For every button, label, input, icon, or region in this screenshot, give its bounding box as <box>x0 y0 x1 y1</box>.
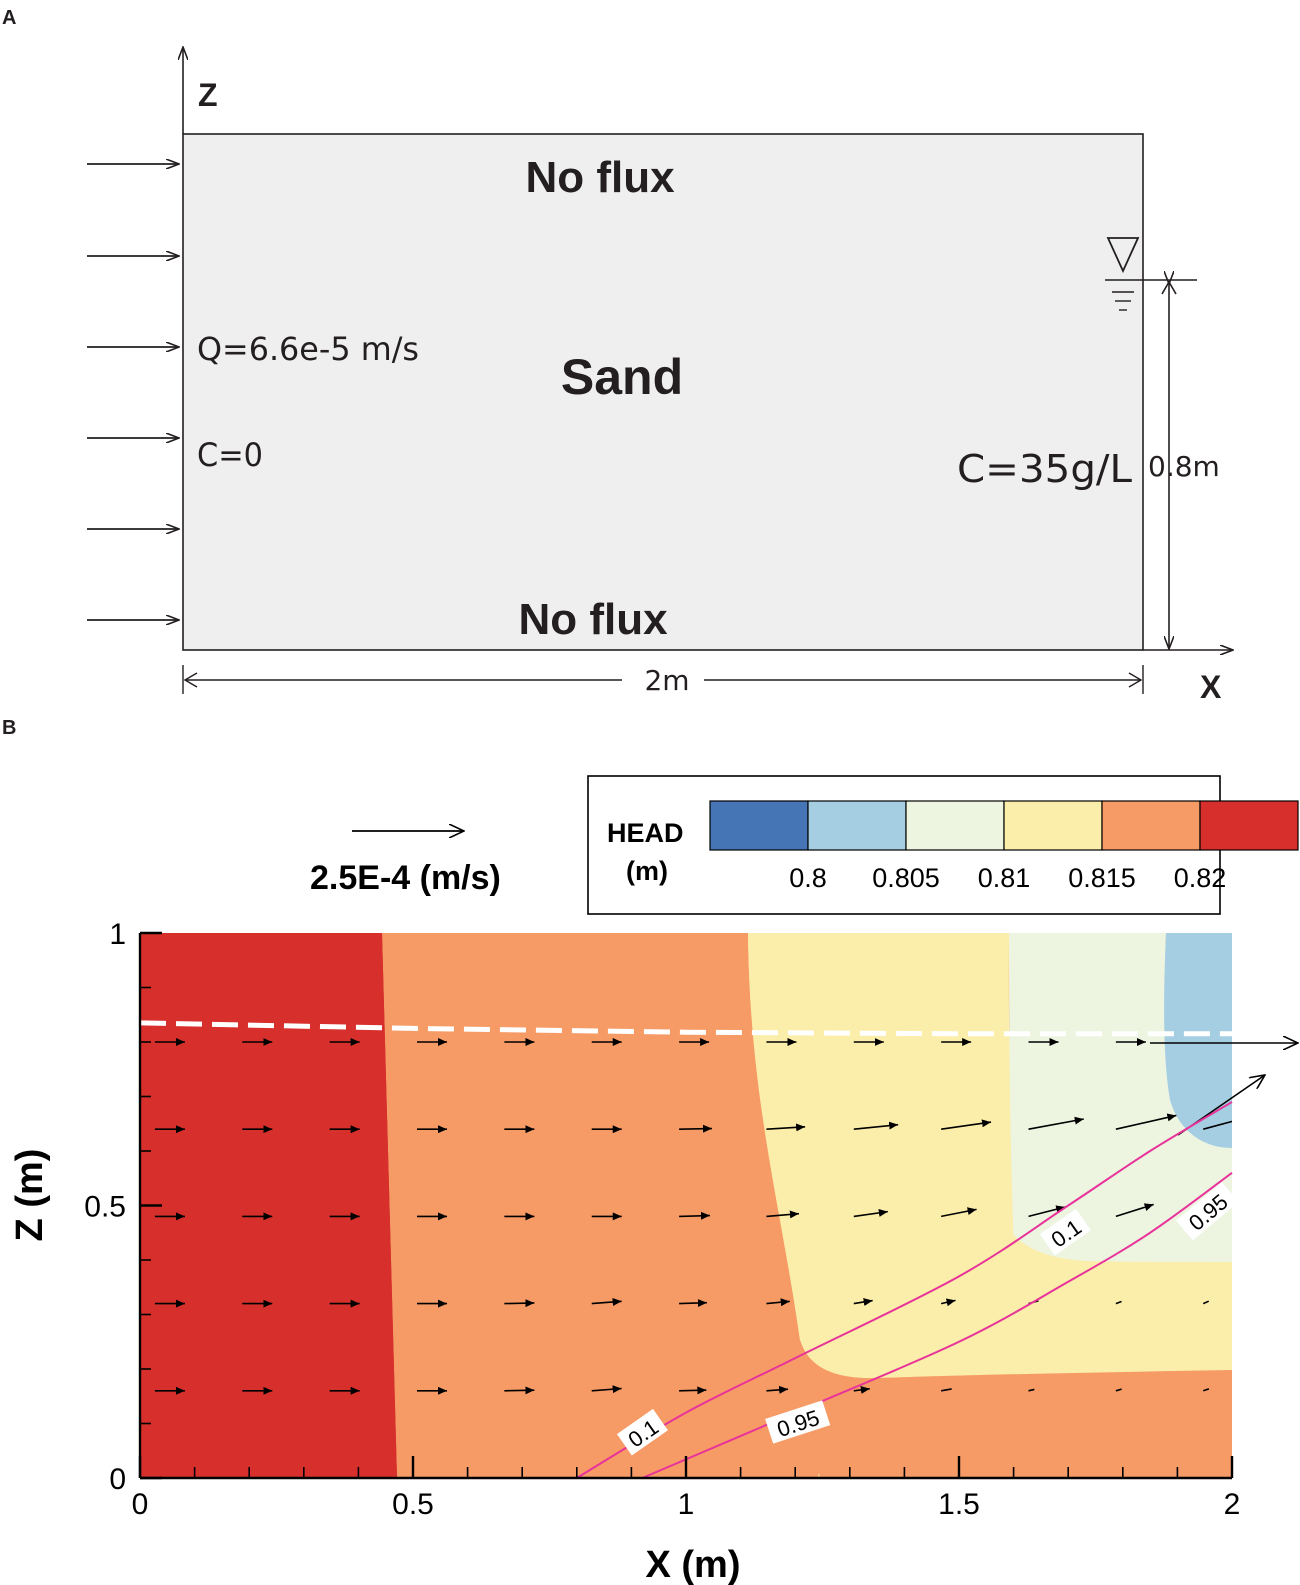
salinity-contour-0.95 <box>641 1171 1233 1479</box>
legend-swatch <box>905 800 1005 851</box>
salinity-contours <box>576 1101 1233 1479</box>
velocity-vector <box>591 1298 622 1306</box>
velocity-vector <box>766 1298 790 1307</box>
velocity-vector <box>1028 1388 1035 1392</box>
velocity-vector <box>941 1119 992 1130</box>
contour-label-box <box>765 1400 831 1444</box>
sand-domain <box>182 133 1144 651</box>
panel-b: B 2.5E-4 (m/s) HEAD (m) 0.8 0.805 0.81 0.81… <box>2 717 1298 1585</box>
width-dimension <box>182 665 1144 694</box>
legend-tick-label: 0.8 <box>789 863 827 893</box>
medium-label: Sand <box>561 349 683 405</box>
x-axis-label: X <box>1200 669 1222 705</box>
y-axis-title: Z (m) <box>9 1149 51 1242</box>
inflow-arrows <box>87 164 178 620</box>
salinity-contour-0.1 <box>576 1101 1233 1479</box>
y-axis-ticks: 00.51 <box>84 918 162 1496</box>
velocity-vector <box>1028 1116 1084 1130</box>
y-tick-label: 1 <box>109 918 126 951</box>
bottom-boundary-label: No flux <box>518 595 668 644</box>
contour-label-box <box>1176 1181 1239 1241</box>
velocity-vectors <box>154 1038 1232 1395</box>
legend-tick-label: 0.805 <box>872 863 940 893</box>
velocity-vector <box>853 1385 870 1394</box>
legend-colorbar <box>709 800 1299 851</box>
velocity-vector <box>1202 1388 1210 1392</box>
head-field-overlay <box>140 933 1232 1478</box>
velocity-vector <box>766 1385 789 1394</box>
velocity-vector <box>853 1208 888 1218</box>
water-level-icon <box>1105 237 1197 311</box>
velocity-vector <box>853 1121 899 1130</box>
height-dimension-label: 0.8m <box>1148 450 1220 483</box>
head-region-0.81 <box>990 1245 1232 1330</box>
z-axis-label: Z <box>198 77 218 113</box>
x-tick-label: 1 <box>678 1488 695 1521</box>
legend-swatch <box>1101 800 1201 851</box>
legend-tick-label: 0.815 <box>1068 863 1136 893</box>
panel-b-letter: B <box>2 717 16 739</box>
velocity-vector <box>941 1207 977 1218</box>
contour-label-box <box>616 1408 668 1456</box>
x-axis-title: X (m) <box>646 1544 741 1585</box>
legend-swatch <box>1003 800 1103 851</box>
vector-scale-label: 2.5E-4 (m/s) <box>310 859 501 897</box>
inflow-concentration-label: C=0 <box>197 436 263 474</box>
velocity-vector <box>941 1388 952 1392</box>
legend-title: HEAD <box>607 818 684 848</box>
velocity-vector <box>1115 1300 1122 1305</box>
water-table-line <box>139 1020 1232 1037</box>
legend-unit: (m) <box>626 856 668 886</box>
contour-label-box <box>1039 1208 1091 1256</box>
legend-tick-label: 0.81 <box>978 863 1031 893</box>
velocity-vector <box>504 1299 535 1308</box>
y-tick-label: 0.5 <box>84 1191 126 1224</box>
top-boundary-label: No flux <box>525 153 675 202</box>
width-dimension-label: 2m <box>644 664 689 697</box>
velocity-vector <box>679 1386 707 1395</box>
velocity-vector <box>679 1211 710 1220</box>
legend-swatch <box>807 800 907 851</box>
legend-tick-label: 0.82 <box>1174 863 1227 893</box>
velocity-vector <box>1115 1113 1177 1130</box>
velocity-vector <box>504 1386 535 1395</box>
velocity-vector <box>1115 1203 1154 1218</box>
inflow-rate-label: Q=6.6e-5 m/s <box>197 330 419 368</box>
velocity-vector <box>1028 1205 1066 1218</box>
velocity-vector <box>853 1298 873 1306</box>
head-region-0.815 <box>800 1340 1232 1478</box>
sea-concentration-label: C=35g/L <box>957 447 1132 491</box>
legend-swatch <box>1199 800 1299 851</box>
x-tick-label: 0.5 <box>392 1488 434 1521</box>
x-tick-label: 0 <box>132 1488 149 1521</box>
head-region-0.82 <box>140 933 397 1478</box>
y-tick-label: 0 <box>109 1463 126 1496</box>
height-dimension <box>1161 282 1177 648</box>
velocity-vector <box>679 1299 707 1308</box>
panel-a: A Z X No flux Sand No flux Q=6.6e-5 m/s … <box>2 7 1232 705</box>
velocity-vector <box>679 1124 712 1133</box>
head-legend: HEAD (m) 0.8 0.805 0.81 0.815 0.82 <box>587 775 1299 915</box>
velocity-vector <box>1115 1388 1122 1392</box>
panel-a-letter: A <box>2 7 16 29</box>
velocity-vector <box>766 1123 806 1132</box>
legend-tick-labels: 0.8 0.805 0.81 0.815 0.82 <box>789 863 1226 893</box>
velocity-vector <box>940 1298 956 1307</box>
head-region-0.81 <box>748 933 1232 1379</box>
x-axis-ticks: 0 0.5 1 1.5 2 <box>132 1456 1241 1521</box>
legend-swatch <box>709 800 809 851</box>
velocity-vector <box>766 1210 800 1219</box>
x-tick-label: 1.5 <box>938 1488 980 1521</box>
velocity-vector <box>591 1385 622 1394</box>
velocity-vector <box>1203 1120 1232 1130</box>
velocity-vector <box>1202 1300 1210 1305</box>
head-region-0.8 <box>1164 933 1232 1148</box>
x-tick-label: 2 <box>1224 1488 1241 1521</box>
